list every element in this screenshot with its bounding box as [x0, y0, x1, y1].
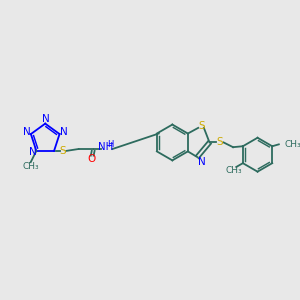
- Text: H: H: [107, 140, 114, 149]
- Text: CH₃: CH₃: [225, 166, 242, 175]
- Text: CH₃: CH₃: [284, 140, 300, 149]
- Text: O: O: [88, 154, 96, 164]
- Text: S: S: [199, 121, 205, 131]
- Text: N: N: [29, 147, 37, 157]
- Text: NH: NH: [98, 142, 113, 152]
- Text: N: N: [60, 127, 68, 137]
- Text: N: N: [42, 114, 50, 124]
- Text: CH₃: CH₃: [22, 162, 39, 171]
- Text: N: N: [198, 157, 206, 167]
- Text: N: N: [23, 127, 31, 137]
- Text: S: S: [217, 137, 223, 148]
- Text: S: S: [59, 146, 66, 156]
